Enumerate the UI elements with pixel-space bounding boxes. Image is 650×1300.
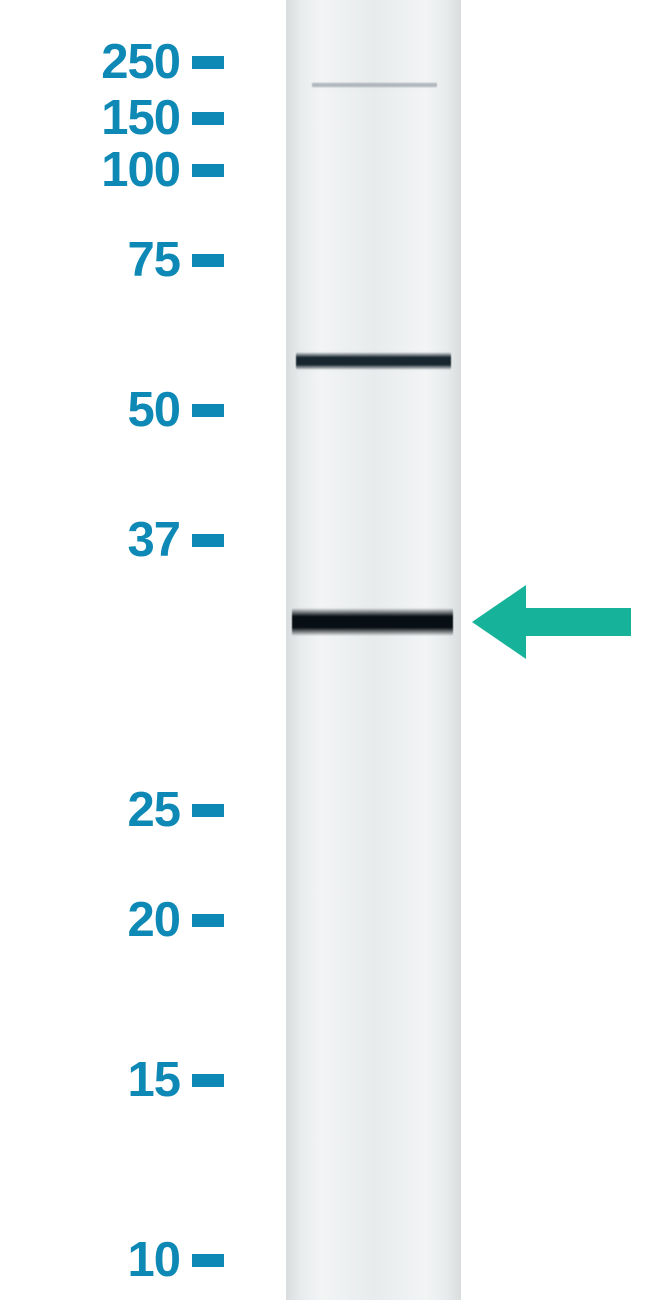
mw-label: 100 [0,146,180,195]
mw-marker-10: 10 [0,1230,234,1290]
mw-label: 25 [0,786,180,835]
mw-tick-icon [192,914,224,927]
mw-tick-icon [192,112,224,125]
mw-tick-icon [192,404,224,417]
mw-label: 150 [0,94,180,143]
arrow-shaft [526,608,631,636]
mw-marker-100: 100 [0,140,234,200]
mw-label: 50 [0,386,180,435]
mw-marker-50: 50 [0,380,234,440]
mw-marker-250: 250 [0,32,234,92]
mw-tick-icon [192,1254,224,1267]
mw-marker-25: 25 [0,780,234,840]
mw-marker-20: 20 [0,890,234,950]
mw-marker-15: 15 [0,1050,234,1110]
mw-marker-75: 75 [0,230,234,290]
mw-tick-icon [192,1074,224,1087]
mw-label: 20 [0,896,180,945]
gel-lane [286,0,461,1300]
mw-marker-150: 150 [0,88,234,148]
mw-label: 37 [0,516,180,565]
mw-tick-icon [192,534,224,547]
mw-tick-icon [192,164,224,177]
band-60kda [296,352,451,370]
target-arrow [472,585,631,659]
mw-label: 250 [0,38,180,87]
mw-tick-icon [192,804,224,817]
mw-tick-icon [192,56,224,69]
mw-tick-icon [192,254,224,267]
mw-label: 75 [0,236,180,285]
mw-label: 15 [0,1056,180,1105]
mw-marker-37: 37 [0,510,234,570]
band-target-33kda [292,608,453,636]
arrow-head-icon [472,585,526,659]
mw-label: 10 [0,1236,180,1285]
band-faint-high [312,82,437,88]
